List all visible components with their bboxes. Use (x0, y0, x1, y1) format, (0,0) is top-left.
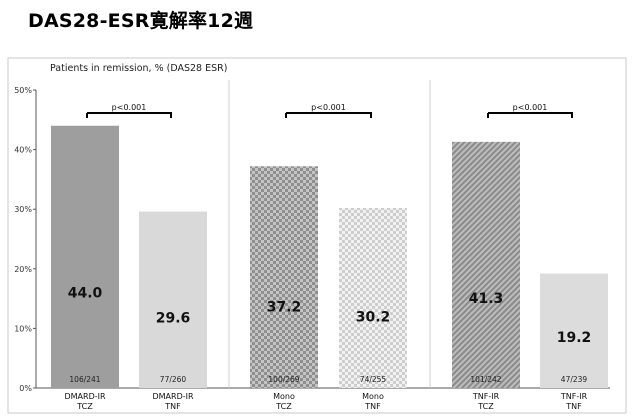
bar-value-label: 19.2 (557, 330, 592, 346)
bars (51, 125, 608, 388)
bar-n-label: 77/260 (160, 375, 187, 384)
bar-n-label: 106/241 (69, 375, 100, 384)
x-category-label: TNF-IR (472, 392, 500, 401)
x-category-sublabel: TCZ (477, 402, 494, 411)
y-axis: 0% 10% 20% 30% 40% 50% (14, 86, 610, 393)
y-tick-label: 0% (19, 384, 32, 393)
y-tick-label: 30% (14, 205, 32, 214)
bar-value-label: 29.6 (156, 311, 191, 327)
p-value-label: p<0.001 (311, 103, 346, 112)
slide-title: DAS28-ESR寛解率12週 (28, 10, 254, 32)
x-category-sublabel: TNF (364, 402, 381, 411)
bar (339, 208, 407, 388)
x-category-sublabel: TNF (164, 402, 181, 411)
bar-n-label: 101/242 (470, 375, 501, 384)
bar-value-label: 44.0 (68, 286, 103, 302)
y-tick-label: 10% (14, 324, 32, 333)
bar-value-label: 30.2 (356, 309, 391, 325)
significance-brackets: p<0.001 p<0.001 p<0.001 (86, 103, 573, 118)
p-value-label: p<0.001 (112, 103, 147, 112)
x-axis-labels: DMARD-IRTCZDMARD-IRTNFMonoTCZMonoTNFTNF-… (64, 392, 587, 411)
bar-value-label: 41.3 (469, 291, 504, 307)
bar (139, 211, 207, 388)
x-category-label: Mono (273, 392, 295, 401)
x-category-label: Mono (362, 392, 384, 401)
y-tick-label: 50% (14, 86, 32, 95)
bar (51, 125, 119, 388)
y-tick-label: 20% (14, 265, 32, 274)
p-value-label: p<0.001 (513, 103, 548, 112)
x-category-label: DMARD-IR (64, 392, 106, 401)
significance-bracket (86, 112, 172, 118)
bar (540, 273, 608, 388)
bar-n-label: 74/255 (360, 375, 387, 384)
bar-n-label: 100/269 (268, 375, 299, 384)
chart-subtitle: Patients in remission, % (DAS28 ESR) (50, 63, 227, 74)
bar-labels: 44.0 106/241 29.6 77/260 37.2 100/269 30.2 74/2… (68, 286, 592, 384)
x-category-sublabel: TCZ (275, 402, 292, 411)
bar-value-label: 37.2 (267, 300, 302, 316)
bar-n-label: 47/239 (561, 375, 588, 384)
x-category-sublabel: TNF (565, 402, 582, 411)
x-category-label: DMARD-IR (152, 392, 194, 401)
bar (452, 141, 520, 388)
significance-bracket (487, 112, 573, 118)
y-tick-label: 40% (14, 146, 32, 155)
plot-frame (7, 57, 627, 414)
x-category-sublabel: TCZ (76, 402, 93, 411)
x-category-label: TNF-IR (560, 392, 588, 401)
significance-bracket (285, 112, 372, 118)
bar (250, 166, 318, 388)
group-separators (228, 80, 431, 388)
